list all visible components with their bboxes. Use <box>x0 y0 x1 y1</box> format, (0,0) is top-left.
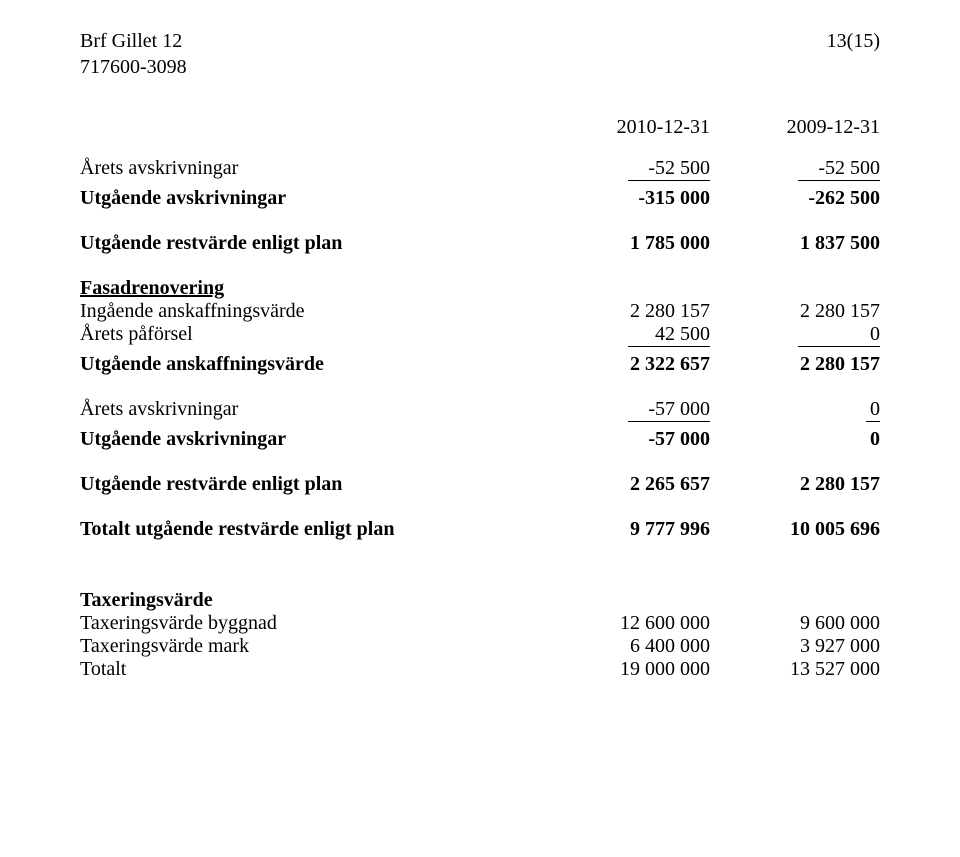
value-col1: 2 280 157 <box>540 300 710 323</box>
tax-title: Taxeringsvärde <box>80 589 540 612</box>
fasad-title-row: Fasadrenovering <box>80 277 880 300</box>
label: Totalt utgående restvärde enligt plan <box>80 518 540 541</box>
rule-row <box>80 421 880 422</box>
value-col2: 1 837 500 <box>710 232 880 255</box>
value-col1: 9 777 996 <box>540 518 710 541</box>
row-totalt-utg-restvarde: Totalt utgående restvärde enligt plan 9 … <box>80 518 880 541</box>
rule-row <box>80 180 880 181</box>
value-col2: 0 <box>710 428 880 451</box>
value-col1: -57 000 <box>540 398 710 421</box>
label: Utgående anskaffningsvärde <box>80 353 540 376</box>
date-col-1: 2010-12-31 <box>540 116 710 139</box>
label: Årets avskrivningar <box>80 398 540 421</box>
row-arets-avskrivningar-1: Årets avskrivningar -52 500 -52 500 <box>80 157 880 180</box>
value-col2: 9 600 000 <box>710 612 880 635</box>
value-col1: -57 000 <box>540 428 710 451</box>
tax-title-row: Taxeringsvärde <box>80 589 880 612</box>
value-col2: 0 <box>710 398 880 421</box>
label: Utgående avskrivningar <box>80 428 540 451</box>
row-tax-mark: Taxeringsvärde mark 6 400 000 3 927 000 <box>80 635 880 658</box>
header-left: Brf Gillet 12 717600-3098 <box>80 28 187 80</box>
row-utg-restvarde-1: Utgående restvärde enligt plan 1 785 000… <box>80 232 880 255</box>
page-header: Brf Gillet 12 717600-3098 13(15) <box>80 28 880 80</box>
row-utg-ansk: Utgående anskaffningsvärde 2 322 657 2 2… <box>80 353 880 376</box>
row-ing-ansk: Ingående anskaffningsvärde 2 280 157 2 2… <box>80 300 880 323</box>
label: Årets avskrivningar <box>80 157 540 180</box>
taxeringsvarde-block: Taxeringsvärde Taxeringsvärde byggnad 12… <box>80 589 880 681</box>
value-col1: -315 000 <box>540 187 710 210</box>
label: Årets påförsel <box>80 323 540 346</box>
org-number: 717600-3098 <box>80 54 187 80</box>
label: Utgående avskrivningar <box>80 187 540 210</box>
label: Taxeringsvärde mark <box>80 635 540 658</box>
rule-row <box>80 346 880 347</box>
row-paforsel: Årets påförsel 42 500 0 <box>80 323 880 346</box>
value-col1: 42 500 <box>540 323 710 346</box>
row-arets-avskrivningar-2: Årets avskrivningar -57 000 0 <box>80 398 880 421</box>
value-col1: -52 500 <box>540 157 710 180</box>
value-col2: 2 280 157 <box>710 353 880 376</box>
row-tax-byggnad: Taxeringsvärde byggnad 12 600 000 9 600 … <box>80 612 880 635</box>
page-number: 13(15) <box>827 28 880 80</box>
value-col2: 2 280 157 <box>710 473 880 496</box>
row-tax-totalt: Totalt 19 000 000 13 527 000 <box>80 658 880 681</box>
label: Ingående anskaffningsvärde <box>80 300 540 323</box>
label: Taxeringsvärde byggnad <box>80 612 540 635</box>
fasad-title: Fasadrenovering <box>80 277 540 300</box>
row-utg-avskrivningar-2: Utgående avskrivningar -57 000 0 <box>80 428 880 451</box>
label: Utgående restvärde enligt plan <box>80 473 540 496</box>
value-col1: 1 785 000 <box>540 232 710 255</box>
value-col2: 0 <box>710 323 880 346</box>
row-utg-restvarde-2: Utgående restvärde enligt plan 2 265 657… <box>80 473 880 496</box>
value-col1: 19 000 000 <box>540 658 710 681</box>
value-col1: 6 400 000 <box>540 635 710 658</box>
value-col1: 2 265 657 <box>540 473 710 496</box>
label: Totalt <box>80 658 540 681</box>
value-col2: 10 005 696 <box>710 518 880 541</box>
value-col2: -52 500 <box>710 157 880 180</box>
value-col2: 3 927 000 <box>710 635 880 658</box>
label: Utgående restvärde enligt plan <box>80 232 540 255</box>
row-utg-avskrivningar-1: Utgående avskrivningar -315 000 -262 500 <box>80 187 880 210</box>
value-col1: 2 322 657 <box>540 353 710 376</box>
value-col1: 12 600 000 <box>540 612 710 635</box>
value-col2: 2 280 157 <box>710 300 880 323</box>
value-col2: 13 527 000 <box>710 658 880 681</box>
date-col-2: 2009-12-31 <box>710 116 880 139</box>
company-name: Brf Gillet 12 <box>80 28 187 54</box>
column-dates: 2010-12-31 2009-12-31 <box>80 116 880 139</box>
value-col2: -262 500 <box>710 187 880 210</box>
